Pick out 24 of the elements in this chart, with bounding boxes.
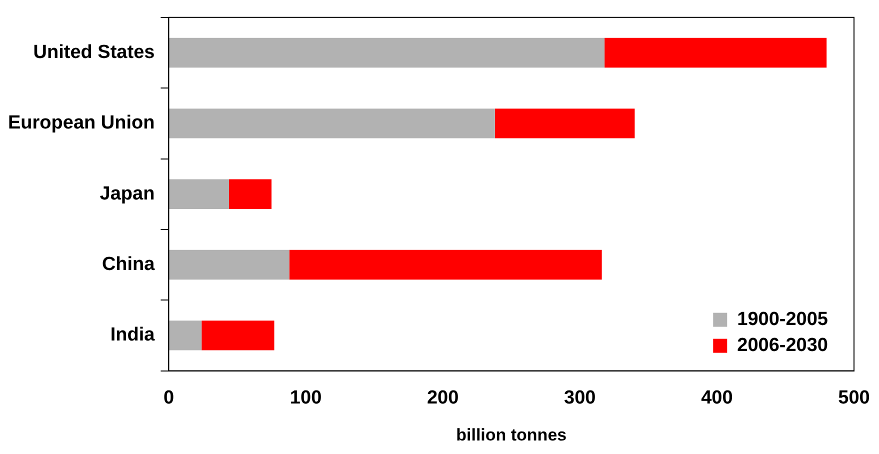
x-tick-label: 300 [564,387,596,408]
bar [494,108,635,138]
x-tick-label: 500 [838,387,870,408]
y-tick-label: India [110,324,156,346]
bar [168,250,290,280]
y-tick-label: China [102,254,156,276]
x-tick-label: 400 [701,387,733,408]
legend-label: 1900-2005 [737,309,828,330]
x-tick-label: 200 [426,387,459,408]
bar [229,179,272,209]
bar [202,320,274,350]
x-tick-label: 100 [290,387,322,408]
bar [289,250,602,280]
y-tick-label: United States [33,42,155,63]
bar [168,320,202,350]
bar [168,108,495,138]
bar [168,38,605,68]
x-tick-label: 0 [163,387,174,408]
y-tick-label: Japan [100,183,155,204]
bar [604,38,827,68]
legend-label: 2006-2030 [737,335,828,356]
x-axis-title: billion tonnes [456,425,567,444]
bar [168,179,230,209]
y-tick-label: European Union [8,112,155,134]
